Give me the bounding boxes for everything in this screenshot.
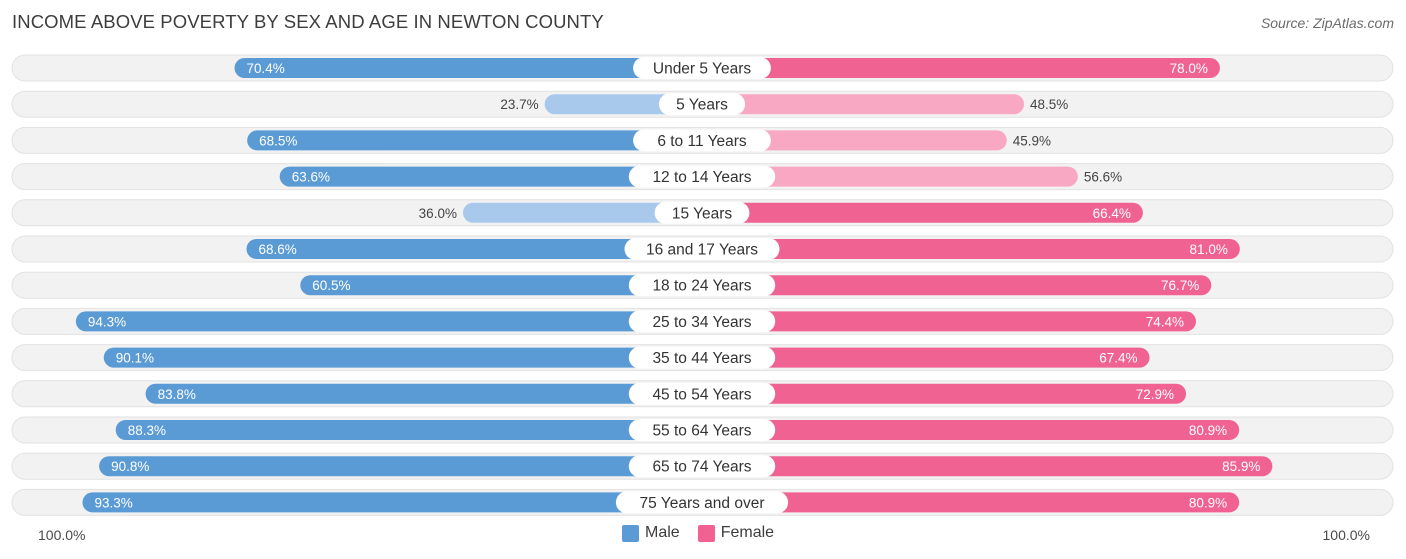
category-pill xyxy=(615,491,789,514)
male-bar xyxy=(145,383,702,404)
category-pill xyxy=(628,274,776,297)
female-value-label: 76.7% xyxy=(1161,278,1199,293)
female-value-label: 48.5% xyxy=(1030,97,1068,112)
chart-title: INCOME ABOVE POVERTY BY SEX AND AGE IN N… xyxy=(12,11,604,32)
male-bar xyxy=(99,456,702,477)
female-bar xyxy=(702,166,1078,187)
category-pill xyxy=(633,129,771,152)
category-pill xyxy=(628,419,776,441)
male-value-label: 93.3% xyxy=(94,495,132,510)
category-label: 5 Years xyxy=(676,97,728,114)
male-bar xyxy=(234,58,702,78)
female-value-label: 56.6% xyxy=(1084,170,1122,185)
female-value-label: 81.0% xyxy=(1190,242,1228,257)
category-pill xyxy=(628,310,776,333)
female-bar xyxy=(702,492,1240,513)
category-label: 65 to 74 Years xyxy=(652,459,751,476)
male-bar xyxy=(103,347,702,368)
female-bar xyxy=(702,420,1240,440)
legend-label-male: Male xyxy=(645,524,680,541)
female-value-label: 80.9% xyxy=(1189,495,1227,510)
female-value-label: 72.9% xyxy=(1136,387,1174,402)
category-label: 75 Years and over xyxy=(640,495,765,512)
male-bar xyxy=(82,492,703,513)
category-label: 18 to 24 Years xyxy=(652,278,751,295)
female-bar xyxy=(702,58,1220,78)
category-pill xyxy=(628,346,776,369)
female-value-label: 66.4% xyxy=(1093,206,1131,221)
male-bar xyxy=(75,311,702,332)
female-bar xyxy=(702,383,1187,404)
category-label: 35 to 44 Years xyxy=(652,350,751,367)
category-pill xyxy=(624,238,780,260)
female-bar xyxy=(702,311,1197,332)
female-value-label: 80.9% xyxy=(1189,423,1227,438)
category-label: 15 Years xyxy=(672,205,733,222)
category-label: 12 to 14 Years xyxy=(652,169,751,186)
male-bar xyxy=(247,130,702,151)
male-value-label: 36.0% xyxy=(419,206,457,221)
male-value-label: 90.1% xyxy=(116,351,154,366)
female-value-label: 45.9% xyxy=(1013,133,1051,148)
female-bar xyxy=(702,456,1273,477)
male-value-label: 63.6% xyxy=(292,170,330,185)
male-bar xyxy=(462,202,702,223)
female-value-label: 74.4% xyxy=(1146,314,1184,329)
category-pill xyxy=(658,93,746,116)
female-bar xyxy=(702,202,1143,223)
legend-item-female: Female xyxy=(697,524,775,542)
male-bar xyxy=(115,420,703,440)
category-label: 16 and 17 Years xyxy=(646,242,758,259)
chart-source: Source: ZipAtlas.com xyxy=(1260,15,1394,31)
category-pill xyxy=(654,201,750,224)
legend-item-male: Male xyxy=(622,524,680,542)
category-label: 25 to 34 Years xyxy=(652,314,751,331)
male-bar xyxy=(279,166,702,187)
legend-swatch-female xyxy=(697,524,715,542)
female-bar xyxy=(702,130,1007,151)
category-pill xyxy=(628,455,776,478)
male-bar xyxy=(300,275,702,296)
female-bar xyxy=(702,275,1212,296)
legend: Male Female xyxy=(622,524,792,542)
legend-swatch-male xyxy=(622,524,639,542)
legend-label-female: Female xyxy=(720,524,775,541)
male-value-label: 68.6% xyxy=(258,242,296,257)
female-bar xyxy=(702,239,1240,259)
male-value-label: 90.8% xyxy=(111,459,149,474)
female-bar xyxy=(702,347,1150,368)
female-value-label: 78.0% xyxy=(1170,61,1208,76)
male-value-label: 83.8% xyxy=(158,387,196,402)
category-pill xyxy=(628,165,776,188)
category-label: Under 5 Years xyxy=(653,61,751,78)
category-pill xyxy=(633,57,771,79)
category-pill xyxy=(628,382,776,405)
female-value-label: 85.9% xyxy=(1222,459,1260,474)
male-value-label: 94.3% xyxy=(88,314,126,329)
category-label: 6 to 11 Years xyxy=(657,133,747,150)
male-bar xyxy=(246,239,702,259)
female-bar xyxy=(702,94,1025,115)
category-label: 45 to 54 Years xyxy=(652,386,751,403)
female-value-label: 67.4% xyxy=(1099,351,1137,366)
male-value-label: 23.7% xyxy=(500,97,538,112)
category-label: 55 to 64 Years xyxy=(652,423,751,440)
male-value-label: 70.4% xyxy=(247,61,285,76)
male-value-label: 68.5% xyxy=(259,133,297,148)
axis-right-label: 100.0% xyxy=(1322,527,1370,543)
male-value-label: 88.3% xyxy=(128,423,166,438)
male-value-label: 60.5% xyxy=(312,278,350,293)
axis-left-label: 100.0% xyxy=(38,527,86,543)
